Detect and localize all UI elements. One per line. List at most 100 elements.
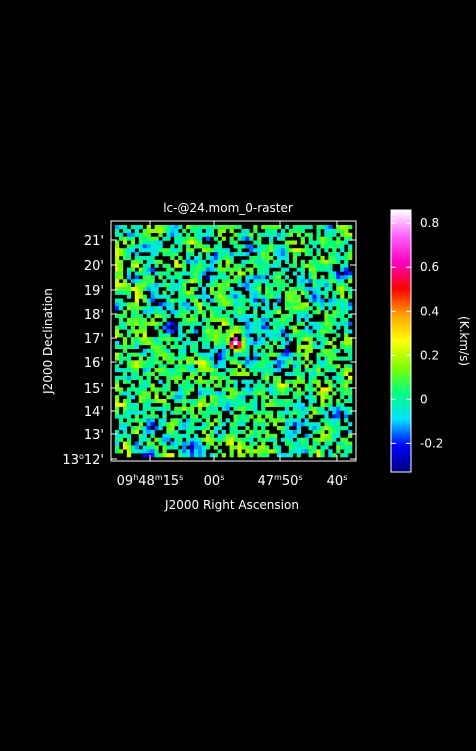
heatmap-pixel (142, 387, 147, 392)
heatmap-pixel (276, 279, 282, 284)
heatmap-pixel (284, 352, 290, 357)
heatmap-pixel (201, 391, 207, 396)
heatmap-pixel (284, 259, 290, 264)
heatmap-pixel (174, 313, 179, 319)
heatmap-pixel (217, 248, 222, 253)
heatmap-pixel (336, 445, 341, 450)
heatmap-pixel (328, 426, 333, 431)
heatmap-pixel (158, 333, 163, 338)
heatmap-pixel (154, 294, 159, 299)
heatmap-pixel (194, 236, 199, 241)
heatmap-pixel (296, 371, 301, 377)
heatmap-pixel (265, 283, 270, 288)
heatmap-pixel (316, 406, 321, 411)
heatmap-pixel (340, 286, 345, 292)
heatmap-pixel (134, 368, 139, 373)
heatmap-pixel (142, 341, 147, 346)
heatmap-pixel (300, 310, 305, 315)
heatmap-pixel (344, 232, 349, 237)
heatmap-pixel (225, 310, 230, 315)
heatmap-pixel (190, 375, 195, 380)
heatmap-pixel (217, 259, 222, 264)
heatmap-pixel (178, 356, 183, 361)
heatmap-pixel (316, 298, 321, 303)
heatmap-pixel (320, 290, 325, 295)
heatmap-pixel (134, 406, 139, 411)
heatmap-pixel (269, 449, 274, 454)
heatmap-pixel (269, 286, 274, 292)
heatmap-pixel (197, 406, 203, 411)
heatmap-pixel (170, 352, 175, 357)
heatmap-pixel (158, 418, 163, 423)
heatmap-pixel (265, 410, 270, 415)
heatmap-pixel (158, 399, 163, 404)
heatmap-pixel (308, 286, 313, 292)
heatmap-pixel (146, 356, 151, 361)
heatmap-pixel (296, 267, 301, 272)
heatmap-pixel (269, 283, 274, 288)
heatmap-pixel (273, 321, 278, 326)
heatmap-pixel (344, 302, 349, 307)
heatmap-pixel (162, 279, 167, 284)
heatmap-pixel (225, 283, 230, 288)
heatmap-pixel (154, 252, 159, 257)
heatmap-pixel (324, 286, 329, 292)
heatmap-pixel (300, 271, 305, 276)
heatmap-pixel (348, 387, 353, 392)
heatmap-pixel (154, 248, 159, 253)
heatmap-pixel (194, 437, 199, 442)
heatmap-pixel (225, 321, 230, 326)
heatmap-pixel (304, 317, 309, 322)
heatmap-pixel (296, 329, 301, 334)
heatmap-pixel (249, 364, 254, 369)
heatmap-pixel (130, 383, 136, 388)
heatmap-pixel (249, 453, 254, 458)
heatmap-pixel (142, 402, 147, 408)
heatmap-pixel (276, 379, 282, 384)
heatmap-pixel (197, 352, 203, 357)
heatmap-pixel (241, 399, 246, 404)
heatmap-pixel (166, 263, 171, 268)
heatmap-pixel (229, 360, 234, 365)
heatmap-pixel (348, 449, 353, 454)
heatmap-pixel (182, 290, 187, 295)
heatmap-pixel (146, 406, 151, 411)
heatmap-pixel (336, 279, 341, 284)
heatmap-pixel (122, 406, 128, 411)
heatmap-pixel (265, 395, 270, 400)
heatmap-pixel (245, 379, 250, 384)
heatmap-pixel (182, 294, 187, 299)
heatmap-pixel (126, 418, 132, 423)
heatmap-pixel (284, 240, 290, 245)
heatmap-pixel (174, 232, 179, 237)
heatmap-pixel (201, 333, 207, 338)
heatmap-pixel (253, 286, 258, 292)
heatmap-pixel (229, 286, 234, 292)
heatmap-pixel (245, 449, 250, 454)
heatmap-pixel (276, 344, 282, 350)
heatmap-pixel (265, 290, 270, 295)
heatmap-pixel (162, 453, 167, 458)
heatmap-pixel (316, 333, 321, 338)
heatmap-pixel (265, 244, 270, 249)
heatmap-pixel (182, 422, 187, 427)
heatmap-pixel (312, 429, 317, 435)
heatmap-pixel (197, 449, 203, 454)
heatmap-pixel (122, 402, 128, 408)
heatmap-pixel (253, 283, 258, 288)
heatmap-pixel (237, 360, 242, 365)
heatmap-pixel (328, 348, 333, 353)
heatmap-pixel (130, 375, 136, 380)
heatmap-pixel (221, 337, 226, 342)
heatmap-pixel (170, 283, 175, 288)
heatmap-pixel (197, 228, 203, 234)
heatmap-pixel (336, 255, 341, 261)
heatmap-pixel (142, 275, 147, 280)
heatmap-pixel (340, 244, 345, 249)
heatmap-pixel (332, 228, 337, 234)
heatmap-pixel (316, 306, 321, 311)
heatmap-pixel (320, 371, 325, 377)
heatmap-pixel (166, 341, 171, 346)
heatmap-pixel (170, 429, 175, 435)
heatmap-pixel (241, 317, 246, 322)
